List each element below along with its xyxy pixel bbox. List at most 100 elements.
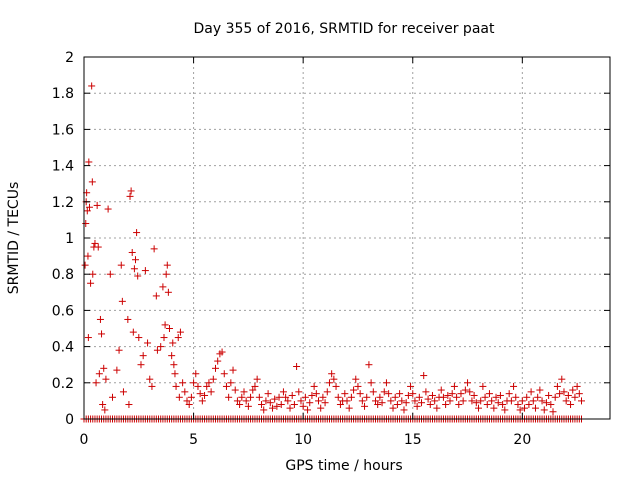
data-point — [444, 391, 452, 399]
data-point — [101, 406, 109, 414]
data-point — [282, 393, 290, 401]
data-point — [95, 370, 103, 378]
data-point — [352, 375, 360, 383]
data-point — [242, 397, 250, 405]
data-point — [450, 382, 458, 390]
data-point — [137, 361, 145, 369]
data-point — [518, 397, 526, 405]
data-point — [569, 386, 577, 394]
data-point — [153, 346, 161, 354]
data-point — [176, 328, 184, 336]
data-point — [84, 334, 92, 342]
data-point — [479, 382, 487, 390]
data-point — [363, 393, 371, 401]
data-point — [315, 397, 323, 405]
data-point — [236, 401, 244, 409]
data-point — [494, 399, 502, 407]
data-point — [371, 397, 379, 405]
data-point — [470, 391, 478, 399]
data-point — [374, 401, 382, 409]
data-point — [389, 404, 397, 412]
data-point — [310, 382, 318, 390]
data-point — [461, 386, 469, 394]
x-tick-label: 0 — [80, 432, 89, 448]
data-point — [564, 391, 572, 399]
data-point — [273, 402, 281, 410]
data-point — [244, 402, 252, 410]
y-tick-label: 0.8 — [52, 267, 74, 283]
data-point — [547, 401, 555, 409]
data-point — [165, 325, 173, 332]
data-point — [124, 315, 132, 323]
data-point — [415, 393, 423, 401]
data-point — [247, 393, 255, 401]
data-point — [483, 401, 491, 409]
data-point — [295, 388, 303, 396]
data-point — [220, 370, 228, 378]
data-point — [92, 379, 100, 387]
data-point — [192, 370, 200, 378]
data-point — [527, 388, 535, 396]
data-point — [523, 393, 531, 401]
data-point — [411, 397, 419, 405]
data-point — [98, 330, 106, 338]
data-point — [336, 401, 344, 409]
y-tick-label: 2 — [65, 50, 74, 66]
data-point — [334, 393, 342, 401]
chart-title: Day 355 of 2016, SRMTID for receiver paa… — [194, 21, 495, 37]
data-point — [164, 288, 172, 296]
y-tick-label: 0.4 — [52, 340, 74, 356]
data-point — [538, 397, 546, 405]
data-point — [330, 375, 338, 383]
data-point — [542, 399, 550, 407]
y-tick-label: 0 — [65, 412, 74, 428]
y-tick-label: 1.6 — [52, 122, 74, 138]
data-point — [428, 391, 436, 399]
data-point — [88, 178, 96, 186]
data-point — [225, 393, 233, 401]
data-point — [279, 388, 287, 396]
data-point — [437, 386, 445, 394]
data-point — [466, 388, 474, 396]
data-point — [457, 390, 465, 398]
grid-lines — [84, 57, 610, 419]
data-point — [170, 361, 178, 369]
y-tick-label: 1.8 — [52, 86, 74, 102]
y-tick-label: 1.2 — [52, 195, 74, 211]
data-point — [129, 328, 137, 336]
data-point — [179, 379, 187, 387]
data-point — [540, 406, 548, 414]
data-point — [258, 401, 266, 409]
data-point — [81, 261, 89, 269]
data-point — [571, 393, 579, 401]
data-point — [162, 270, 170, 278]
data-point — [562, 397, 570, 405]
data-point — [94, 243, 102, 251]
data-point — [190, 379, 198, 387]
data-point — [521, 404, 529, 412]
data-point — [118, 297, 126, 305]
data-point — [286, 404, 294, 412]
data-point — [501, 406, 509, 414]
data-point — [573, 382, 581, 390]
data-point — [201, 391, 209, 399]
data-point — [84, 252, 92, 260]
data-point — [148, 382, 156, 390]
data-point — [490, 404, 498, 412]
data-point — [271, 395, 279, 403]
data-point — [308, 391, 316, 399]
data-point — [567, 401, 575, 409]
data-point — [104, 205, 112, 213]
data-point — [83, 207, 91, 215]
data-point — [496, 391, 504, 399]
data-point — [431, 397, 439, 405]
data-point — [317, 404, 325, 412]
data-point — [439, 393, 447, 401]
data-point — [207, 388, 215, 396]
data-point — [407, 382, 415, 390]
data-points — [80, 82, 586, 423]
data-point — [87, 279, 95, 287]
data-point — [553, 382, 561, 390]
plot-frame — [83, 56, 611, 420]
data-point — [229, 366, 237, 374]
